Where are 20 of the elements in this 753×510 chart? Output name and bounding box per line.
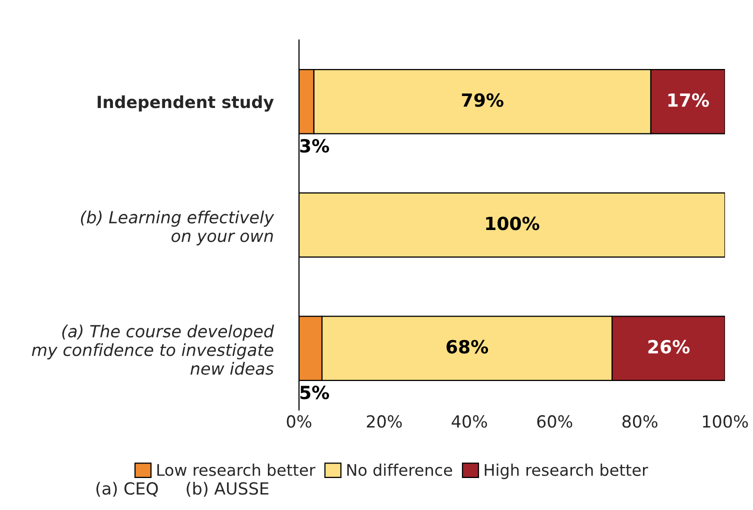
- x-tick-label: 0%: [286, 415, 312, 428]
- data-label: 5%: [300, 386, 330, 400]
- y-tick-label: Independent study: [98, 95, 274, 112]
- data-label: 68%: [446, 340, 488, 354]
- x-tick-label: 80%: [622, 415, 658, 428]
- x-tick-label: 20%: [366, 415, 402, 428]
- data-label: 17%: [668, 93, 709, 107]
- legend-label: High research better: [484, 464, 648, 480]
- y-tick-label: (b) Learning effectively on your own: [80, 210, 274, 246]
- x-tick-label: 40%: [452, 415, 487, 428]
- data-label: 100%: [486, 216, 540, 230]
- x-tick-label: 60%: [537, 415, 572, 428]
- x-tick-label: 100%: [703, 415, 748, 428]
- data-label: 26%: [648, 340, 690, 354]
- data-label: 3%: [300, 138, 330, 153]
- text: (a) CEQ (b) AUSSE: [96, 482, 268, 497]
- legend-label: Low research better: [157, 464, 316, 476]
- data-label: 79%: [462, 93, 504, 107]
- legend-label: No difference: [347, 464, 452, 476]
- y-tick-label: (a) The course developed my confidence to investigate new ideas: [32, 324, 274, 375]
